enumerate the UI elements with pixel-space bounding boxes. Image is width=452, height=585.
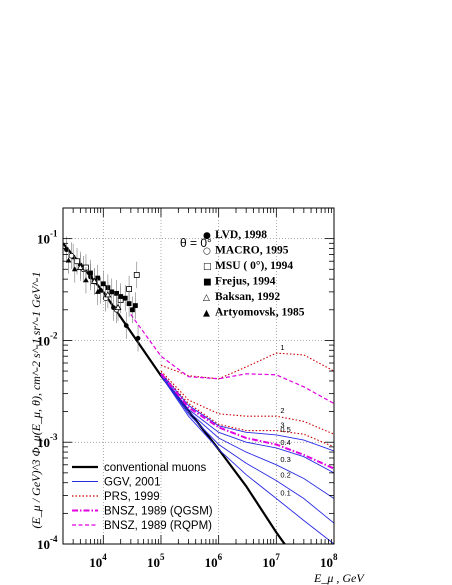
x-tick-label: 108 bbox=[320, 552, 338, 570]
x-axis-title: E_μ , GeV bbox=[313, 571, 365, 585]
series-line-ggv-2001 bbox=[160, 372, 334, 452]
data-point-open-triangle bbox=[90, 277, 98, 284]
curve-label-prs-1999: 2 bbox=[280, 406, 284, 415]
data-point-filled-circle bbox=[64, 247, 69, 253]
series-line-prs-1999 bbox=[160, 370, 334, 435]
legend-symbol-filled-triangle: ▲ bbox=[203, 309, 210, 319]
data-point-filled-square bbox=[132, 303, 138, 308]
series-line-ggv-2001 bbox=[160, 373, 334, 474]
series-line-bnsz-1989-rqpm bbox=[130, 314, 334, 405]
x-tick-label: 104 bbox=[89, 552, 107, 570]
curve-label-prs-1999: 3 bbox=[280, 421, 284, 430]
legend-label: MACRO, 1995 bbox=[215, 245, 289, 257]
curve-label-ggv-2001: 0.1 bbox=[280, 488, 290, 497]
data-point-open-triangle bbox=[114, 303, 122, 311]
series-line-prs-1999 bbox=[160, 372, 334, 448]
curve-label-ggv-2001: 0.5 bbox=[280, 425, 290, 434]
y-tick-label: 10-4 bbox=[37, 534, 58, 552]
data-point-open-square bbox=[133, 272, 140, 278]
data-point-open-square bbox=[74, 258, 80, 265]
series-line-ggv-2001 bbox=[160, 375, 334, 544]
curve-label-ggv-2001: 0.3 bbox=[280, 455, 290, 464]
data-point-open-triangle bbox=[76, 263, 84, 270]
y-axis-title: (E_μ / GeV)^3 Φ_μ(E_μ, θ), cm^-2 s^-1 sr… bbox=[29, 271, 43, 528]
legend-label: Frejus, 1994 bbox=[215, 276, 276, 288]
legend-model-label: BNSZ, 1989 (RQPM) bbox=[104, 520, 212, 532]
series-line-prs-1999 bbox=[160, 352, 334, 380]
series-line-ggv-2001 bbox=[160, 375, 334, 524]
legend-label: Artyomovsk, 1985 bbox=[215, 307, 305, 319]
y-tick-label: 10-2 bbox=[37, 330, 58, 348]
legend-symbol-open-circle: ○ bbox=[203, 247, 211, 257]
plot-frame bbox=[62, 207, 335, 545]
data-point-filled-square bbox=[95, 275, 101, 281]
data-point-filled-square bbox=[114, 290, 120, 296]
data-point-filled-circle bbox=[135, 335, 141, 341]
legend-model-label: conventional muons bbox=[104, 462, 207, 474]
axis-ticks: 104 105 106 107 108 10-1 10-2 10-3 10-4 bbox=[37, 207, 338, 570]
series-line-bnsz-1989-qgsm bbox=[160, 373, 334, 470]
data-point-filled-square bbox=[122, 295, 128, 301]
legend-models: conventional muons GGV, 2001 PRS, 1999 BNSZ… bbox=[72, 462, 213, 532]
data-point-filled-triangle bbox=[94, 288, 101, 294]
data-point-filled-triangle bbox=[83, 277, 89, 283]
legend-label: LVD, 1998 bbox=[215, 229, 267, 241]
curve-label-ggv-2001: 0.4 bbox=[280, 438, 290, 447]
series-line-ggv-2001 bbox=[160, 374, 334, 499]
legend-symbol-filled-square: ■ bbox=[203, 278, 212, 288]
data-point-open-circle bbox=[68, 252, 75, 259]
y-tick-label: 10-1 bbox=[37, 229, 58, 247]
data-point-filled-triangle bbox=[71, 266, 78, 272]
curve-label-ggv-2001: 0.2 bbox=[280, 471, 290, 480]
legend-symbol-filled-circle: ● bbox=[203, 231, 211, 241]
data-point-filled-square bbox=[118, 294, 124, 299]
legend-model-label: PRS, 1999 bbox=[104, 491, 160, 503]
data-point-open-triangle bbox=[104, 291, 112, 298]
legend-model-label: BNSZ, 1989 (QGSM) bbox=[104, 506, 213, 518]
angle-annotation: θ = 0° bbox=[180, 236, 212, 250]
legend-model-label: GGV, 2001 bbox=[104, 477, 160, 489]
legend-symbol-open-triangle: △ bbox=[203, 293, 210, 303]
data-point-filled-circle bbox=[123, 323, 129, 328]
data-point-filled-square bbox=[100, 281, 106, 287]
legend-experiments: ● LVD, 1998 ○ MACRO, 1995□ MSU ( 0°), 1994■ F… bbox=[203, 229, 305, 319]
data-point-filled-square bbox=[130, 307, 135, 313]
data-point-filled-square bbox=[109, 289, 115, 295]
data-point-filled-square bbox=[88, 270, 93, 276]
data-points-layer bbox=[64, 236, 141, 352]
x-tick-label: 106 bbox=[205, 552, 223, 570]
x-tick-label: 107 bbox=[262, 552, 280, 570]
data-point-filled-circle bbox=[98, 288, 104, 293]
legend-label: Baksan, 1992 bbox=[215, 291, 280, 303]
data-point-filled-square bbox=[126, 301, 132, 307]
y-tick-label: 10-3 bbox=[37, 432, 58, 450]
legend-label: MSU ( 0°), 1994 bbox=[215, 260, 293, 272]
curve-label-prs-1999: 1 bbox=[280, 343, 284, 352]
x-tick-label: 105 bbox=[147, 552, 165, 570]
legend-symbol-open-square: □ bbox=[203, 262, 212, 272]
